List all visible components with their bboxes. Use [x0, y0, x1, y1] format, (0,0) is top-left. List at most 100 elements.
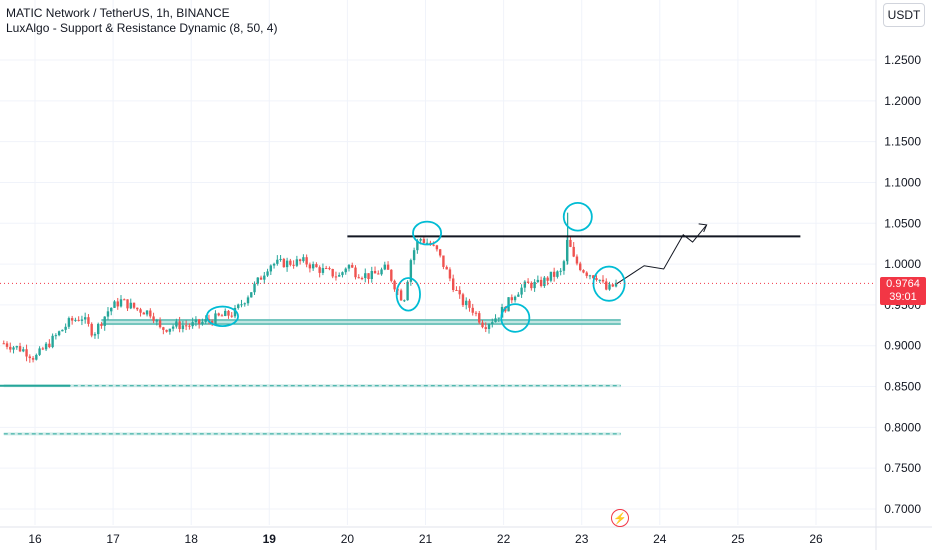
lightning-icon[interactable]: ⚡	[611, 509, 629, 527]
candle-body	[97, 323, 100, 335]
candle-body	[44, 343, 48, 350]
annotation-ellipse[interactable]	[562, 201, 593, 232]
candle-body	[220, 315, 224, 317]
candle-body	[5, 343, 9, 347]
annotation-ellipse[interactable]	[395, 277, 421, 312]
candle-body	[399, 290, 403, 301]
candle-body	[588, 275, 592, 277]
time-tick-label: 26	[809, 532, 823, 546]
candle-body	[67, 318, 71, 327]
candle-body	[178, 321, 181, 330]
candle-body	[438, 249, 442, 256]
candle-body	[364, 273, 367, 279]
candle-body	[517, 294, 520, 297]
candle-body	[533, 281, 536, 289]
price-tick-label: 1.0500	[884, 216, 921, 230]
candle-body	[556, 271, 559, 277]
candle-body	[601, 279, 605, 282]
time-tick-label: 22	[497, 532, 511, 546]
candle-body	[393, 280, 396, 290]
candle-body	[28, 356, 32, 359]
candle-body	[377, 273, 380, 275]
candle-body	[136, 307, 139, 310]
candle-body	[282, 258, 286, 268]
candle-body	[171, 326, 175, 329]
candle-body	[152, 316, 155, 321]
candle-body	[328, 268, 331, 270]
candle-body	[357, 277, 360, 279]
indicator-title: LuxAlgo - Support & Resistance Dynamic (…	[6, 21, 278, 35]
candle-body	[572, 246, 575, 257]
candle-body	[201, 321, 204, 324]
candle-body	[158, 320, 162, 328]
time-tick-label: 17	[106, 532, 120, 546]
annotation-ellipse[interactable]	[500, 303, 531, 333]
price-tick-label: 1.2000	[884, 94, 921, 108]
candle-body	[289, 260, 292, 265]
last-price-value: 0.9764	[886, 278, 920, 290]
candle-body	[93, 334, 97, 336]
candle-body	[210, 321, 214, 324]
price-tick-label: 1.1500	[884, 135, 921, 149]
candle-body	[230, 315, 233, 317]
candle-body	[390, 269, 393, 281]
candle-body	[191, 322, 194, 327]
candle-body	[292, 264, 295, 266]
candle-body	[90, 323, 93, 336]
candle-body	[197, 319, 201, 324]
candle-body	[168, 328, 172, 332]
time-tick-label: 25	[731, 532, 745, 546]
candle-body	[315, 264, 318, 268]
symbol-title: MATIC Network / TetherUS, 1h, BINANCE	[6, 6, 230, 20]
candle-body	[57, 331, 61, 336]
candle-body	[416, 240, 419, 251]
candle-body	[279, 258, 282, 260]
candle-body	[106, 311, 110, 317]
candle-body	[334, 276, 338, 278]
candle-body	[129, 302, 132, 309]
candle-body	[494, 318, 497, 323]
candle-body	[149, 310, 152, 317]
time-tick-label: 16	[28, 532, 42, 546]
candle-body	[458, 290, 461, 295]
candle-body	[403, 300, 406, 302]
candle-body	[598, 279, 601, 281]
candle-body	[266, 271, 269, 276]
candle-body	[523, 281, 527, 288]
time-axis: 16 17 18 19 20 21 22 23 24 25 26	[28, 532, 823, 546]
candle-body	[308, 264, 312, 269]
candle-body	[35, 354, 38, 360]
time-tick-label: 20	[341, 532, 355, 546]
candle-body	[507, 297, 510, 312]
candlesticks	[2, 212, 618, 363]
projection-path[interactable]	[616, 224, 708, 285]
candle-body	[263, 275, 266, 280]
candle-body	[513, 296, 517, 301]
candle-body	[41, 348, 45, 350]
candle-body	[559, 270, 562, 272]
candle-body	[256, 277, 259, 284]
candle-body	[259, 277, 263, 280]
candle-body	[15, 346, 18, 348]
candle-body	[269, 265, 273, 272]
candle-body	[12, 347, 15, 350]
price-tick-label: 1.1000	[884, 175, 921, 189]
candle-body	[380, 269, 383, 275]
annotation-ellipse[interactable]	[205, 305, 239, 328]
bar-countdown: 39:01	[889, 291, 917, 303]
candle-body	[237, 304, 240, 308]
candle-body	[217, 313, 220, 316]
candle-body	[471, 307, 474, 313]
candle-body	[461, 294, 465, 306]
price-tick-label: 0.8500	[884, 380, 921, 394]
candle-body	[116, 301, 119, 307]
candle-body	[188, 325, 191, 327]
candle-body	[481, 322, 484, 328]
price-tick-label: 0.7000	[884, 502, 921, 516]
candle-body	[233, 307, 237, 317]
annotation-ellipse[interactable]	[412, 220, 443, 246]
currency-button[interactable]: USDT	[883, 3, 925, 27]
candle-body	[448, 269, 452, 279]
candle-body	[126, 299, 129, 309]
